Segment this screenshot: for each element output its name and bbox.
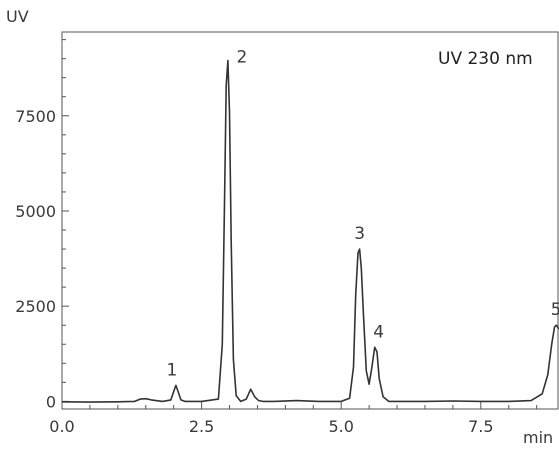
- peak-label-3: 3: [354, 224, 365, 244]
- x-tick-label: 7.5: [468, 417, 493, 436]
- x-axis-unit-label: min: [523, 428, 553, 445]
- peak-label-2: 2: [236, 48, 247, 68]
- x-tick-label: 0.0: [49, 417, 74, 436]
- uv-trace-line: [61, 59, 559, 403]
- plot-frame: [61, 31, 559, 410]
- x-tick-label: 2.5: [189, 417, 214, 436]
- y-axis-unit-label: UV: [6, 7, 29, 26]
- wavelength-annotation: UV 230 nm: [438, 49, 533, 69]
- x-axis-ticks: 0.0 2.5 5.0 7.5: [49, 402, 538, 436]
- y-tick-label: 7500: [15, 107, 56, 126]
- y-axis-ticks: 0 2500 5000 7500: [15, 39, 69, 411]
- y-tick-label: 5000: [15, 202, 56, 221]
- peak-label-4: 4: [373, 322, 384, 342]
- x-tick-label: 5.0: [328, 417, 353, 436]
- peak-label-5: 5: [551, 300, 559, 320]
- y-tick-label: 0: [46, 392, 56, 411]
- peak-labels: 1 2 3 4 5: [167, 48, 559, 381]
- peak-label-1: 1: [167, 360, 178, 380]
- y-tick-label: 2500: [15, 297, 56, 316]
